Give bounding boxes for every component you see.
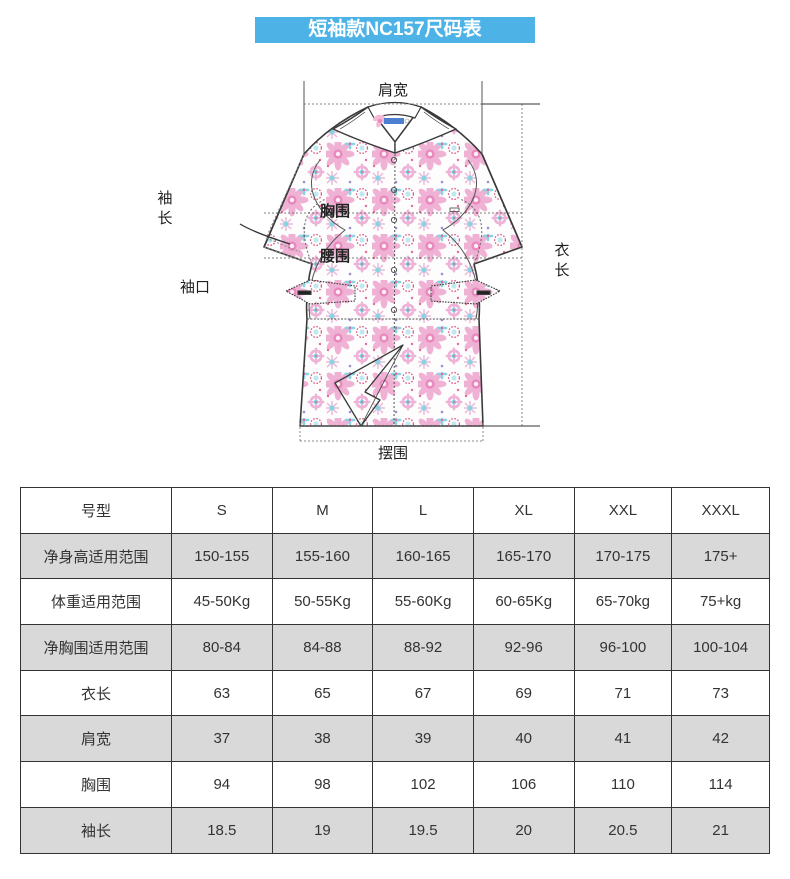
svg-text:胸围: 胸围 xyxy=(320,202,350,220)
svg-text:衣: 衣 xyxy=(554,242,569,259)
svg-text:袖口: 袖口 xyxy=(180,279,210,296)
svg-text:长: 长 xyxy=(554,262,569,279)
svg-text:腰围: 腰围 xyxy=(319,248,350,265)
svg-text:摆围: 摆围 xyxy=(378,445,408,462)
svg-text:肩宽: 肩宽 xyxy=(378,82,408,99)
svg-text:长: 长 xyxy=(157,210,172,227)
svg-text:袖: 袖 xyxy=(157,190,172,207)
